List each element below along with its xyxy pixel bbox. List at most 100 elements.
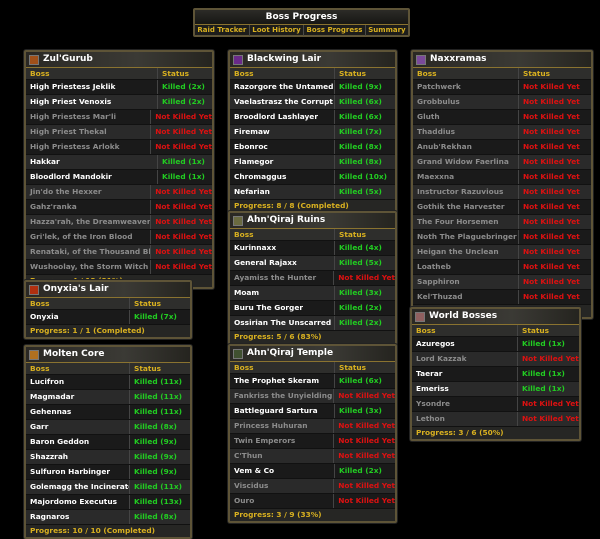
boss-row[interactable]: Majordomo Executus Killed (13x)	[26, 495, 190, 510]
boss-row[interactable]: Renataki, of the Thousand BladesNot Kill…	[26, 245, 212, 260]
boss-row[interactable]: Broodlord Lashlayer Killed (6x)	[230, 110, 395, 125]
boss-row[interactable]: Razorgore the Untamed Killed (9x)	[230, 80, 395, 95]
boss-row[interactable]: Firemaw Killed (7x)	[230, 125, 395, 140]
boss-row[interactable]: Bloodlord Mandokir Killed (1x)	[26, 170, 212, 185]
boss-row[interactable]: C'Thun Not Killed Yet	[230, 449, 395, 464]
boss-row[interactable]: High Priest Venoxis Killed (2x)	[26, 95, 212, 110]
boss-row[interactable]: Heigan the Unclean Not Killed Yet	[413, 245, 591, 260]
boss-row[interactable]: High Priestess Mar'li Not Killed Yet	[26, 110, 212, 125]
boss-row[interactable]: Nefarian Killed (5x)	[230, 185, 395, 200]
status-not-killed: Not Killed Yet	[338, 436, 395, 445]
boss-column-header[interactable]: Boss	[412, 325, 518, 336]
tab-summary[interactable]: Summary	[368, 26, 406, 34]
boss-row[interactable]: Kurinnaxx Killed (4x)	[230, 241, 395, 256]
boss-row[interactable]: Sapphiron Not Killed Yet	[413, 275, 591, 290]
boss-row[interactable]: Gri'lek, of the Iron Blood Not Killed Yet	[26, 230, 212, 245]
boss-column-header[interactable]: Boss	[230, 229, 335, 240]
boss-row[interactable]: Loatheb Not Killed Yet	[413, 260, 591, 275]
boss-row[interactable]: Shazzrah Killed (9x)	[26, 450, 190, 465]
boss-row[interactable]: Baron Geddon Killed (9x)	[26, 435, 190, 450]
boss-row[interactable]: Ouro Not Killed Yet	[230, 494, 395, 509]
boss-name: Gahz'ranka	[26, 200, 152, 214]
boss-progress-header: Boss Progress Raid Tracker Loot History …	[193, 8, 410, 37]
boss-row[interactable]: Onyxia Killed (7x)	[26, 310, 190, 325]
status-column-header[interactable]: Status	[339, 69, 367, 78]
boss-row[interactable]: Hazza'rah, the Dreamweaver Not Killed Yet	[26, 215, 212, 230]
boss-name: Broodlord Lashlayer	[230, 110, 335, 124]
boss-row[interactable]: Battleguard Sartura Killed (3x)	[230, 404, 395, 419]
tab-boss-progress[interactable]: Boss Progress	[304, 25, 366, 36]
boss-row[interactable]: Chromaggus Killed (10x)	[230, 170, 395, 185]
boss-row[interactable]: Emeriss Killed (1x)	[412, 382, 579, 397]
boss-row[interactable]: Ayamiss the Hunter Not Killed Yet	[230, 271, 395, 286]
boss-row[interactable]: Ossirian The Unscarred Killed (2x)	[230, 316, 395, 331]
boss-row[interactable]: Vaelastrasz the Corrupt Killed (6x)	[230, 95, 395, 110]
boss-row[interactable]: The Prophet Skeram Killed (6x)	[230, 374, 395, 389]
boss-column-header[interactable]: Boss	[26, 363, 130, 374]
status-column-header[interactable]: Status	[162, 69, 190, 78]
boss-row[interactable]: Azuregos Killed (1x)	[412, 337, 579, 352]
boss-row[interactable]: Thaddius Not Killed Yet	[413, 125, 591, 140]
boss-row[interactable]: Twin Emperors Not Killed Yet	[230, 434, 395, 449]
boss-row[interactable]: Ebonroc Killed (8x)	[230, 140, 395, 155]
status-column-header[interactable]: Status	[134, 299, 162, 308]
boss-row[interactable]: Maexxna Not Killed Yet	[413, 170, 591, 185]
tab-raid-tracker[interactable]: Raid Tracker	[195, 25, 250, 36]
boss-name: Gri'lek, of the Iron Blood	[26, 230, 152, 244]
boss-column-header[interactable]: Boss	[413, 68, 519, 79]
boss-row[interactable]: High Priest Thekal Not Killed Yet	[26, 125, 212, 140]
boss-row[interactable]: Grand Widow Faerlina Not Killed Yet	[413, 155, 591, 170]
boss-row[interactable]: Gothik the Harvester Not Killed Yet	[413, 200, 591, 215]
boss-row[interactable]: High Priestess Arlokk Not Killed Yet	[26, 140, 212, 155]
moltencore-panel: Molten Core Boss Status Lucifron Killed (11x…	[24, 345, 192, 539]
boss-row[interactable]: Viscidus Not Killed Yet	[230, 479, 395, 494]
boss-row[interactable]: Magmadar Killed (11x)	[26, 390, 190, 405]
tab-loot-history[interactable]: Loot History	[250, 25, 305, 36]
boss-row[interactable]: Vem & Co Killed (2x)	[230, 464, 395, 479]
boss-row[interactable]: Lucifron Killed (11x)	[26, 375, 190, 390]
panel-header: Molten Core	[26, 347, 190, 363]
boss-row[interactable]: Wushoolay, the Storm Witch Not Killed Yet	[26, 260, 212, 275]
status-column-header[interactable]: Status	[134, 364, 162, 373]
boss-row[interactable]: Fankriss the Unyielding Not Killed Yet	[230, 389, 395, 404]
boss-row[interactable]: Kel'Thuzad Not Killed Yet	[413, 290, 591, 305]
boss-row[interactable]: The Four Horsemen Not Killed Yet	[413, 215, 591, 230]
boss-row[interactable]: Flamegor Killed (8x)	[230, 155, 395, 170]
boss-row[interactable]: Grobbulus Not Killed Yet	[413, 95, 591, 110]
progress-text: Progress: 8 / 8 (Completed)	[230, 200, 395, 212]
boss-row[interactable]: Princess Huhuran Not Killed Yet	[230, 419, 395, 434]
boss-row[interactable]: Ragnaros Killed (8x)	[26, 510, 190, 525]
boss-row[interactable]: Jin'do the Hexxer Not Killed Yet	[26, 185, 212, 200]
boss-row[interactable]: Patchwerk Not Killed Yet	[413, 80, 591, 95]
boss-column-header[interactable]: Boss	[26, 298, 130, 309]
status-column-header[interactable]: Status	[339, 363, 367, 372]
boss-row[interactable]: Anub'Rekhan Not Killed Yet	[413, 140, 591, 155]
status-not-killed: Not Killed Yet	[523, 127, 580, 136]
boss-row[interactable]: Ysondre Not Killed Yet	[412, 397, 579, 412]
boss-name: Taerar	[412, 367, 518, 381]
boss-row[interactable]: Gluth Not Killed Yet	[413, 110, 591, 125]
boss-row[interactable]: General Rajaxx Killed (5x)	[230, 256, 395, 271]
boss-row[interactable]: Noth The Plaguebringer Not Killed Yet	[413, 230, 591, 245]
status-column-header[interactable]: Status	[339, 230, 367, 239]
boss-row[interactable]: Hakkar Killed (1x)	[26, 155, 212, 170]
boss-column-header[interactable]: Boss	[230, 68, 335, 79]
boss-row[interactable]: Instructor Razuvious Not Killed Yet	[413, 185, 591, 200]
boss-column-header[interactable]: Boss	[26, 68, 158, 79]
boss-row[interactable]: Taerar Killed (1x)	[412, 367, 579, 382]
boss-row[interactable]: Lethon Not Killed Yet	[412, 412, 579, 427]
boss-row[interactable]: Buru The Gorger Killed (2x)	[230, 301, 395, 316]
status-column-header[interactable]: Status	[523, 69, 551, 78]
boss-row[interactable]: Gehennas Killed (11x)	[26, 405, 190, 420]
boss-row[interactable]: Sulfuron Harbinger Killed (9x)	[26, 465, 190, 480]
boss-column-header[interactable]: Boss	[230, 362, 335, 373]
boss-row[interactable]: Lord Kazzak Not Killed Yet	[412, 352, 579, 367]
boss-row[interactable]: Garr Killed (8x)	[26, 420, 190, 435]
status-killed: Killed (5x)	[339, 187, 382, 196]
boss-row[interactable]: Moam Killed (3x)	[230, 286, 395, 301]
boss-row[interactable]: High Priestess Jeklik Killed (2x)	[26, 80, 212, 95]
boss-row[interactable]: Golemagg the Incinerator Killed (11x)	[26, 480, 190, 495]
status-column-header[interactable]: Status	[522, 326, 550, 335]
boss-row[interactable]: Gahz'ranka Not Killed Yet	[26, 200, 212, 215]
status-not-killed: Not Killed Yet	[523, 247, 580, 256]
